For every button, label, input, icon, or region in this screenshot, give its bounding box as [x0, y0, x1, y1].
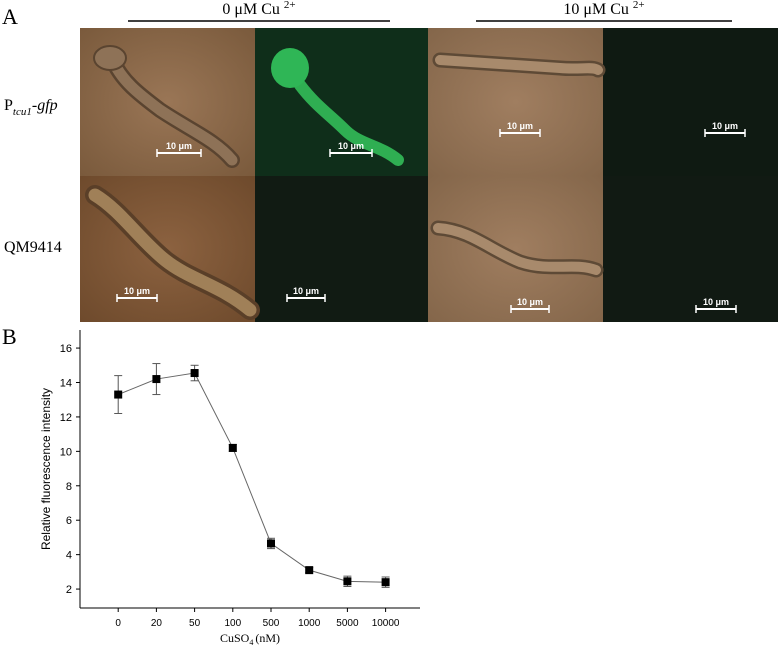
x-tick-label: 0: [115, 618, 121, 629]
condition-sup: 2+: [284, 0, 296, 11]
micrographs: [80, 28, 778, 322]
hyphae: [85, 45, 606, 320]
y-tick-label: 10: [60, 446, 72, 458]
row-sub: tcu1: [13, 106, 32, 118]
condition-label: 0 μM Cu 2+: [222, 0, 295, 18]
marker: [343, 577, 352, 586]
y-tick-label: 8: [66, 481, 72, 493]
y-tick-label: 2: [66, 584, 72, 596]
marker: [152, 375, 161, 384]
marker: [114, 390, 123, 399]
marker: [305, 566, 314, 575]
condition-sup: 2+: [633, 0, 645, 11]
y-tick-label: 16: [60, 343, 72, 355]
y-tick-label: 12: [60, 412, 72, 424]
y-axis-label: Relative fluorescence intensity: [39, 388, 53, 550]
row-base: P: [4, 97, 13, 114]
x-tick-label: 500: [263, 618, 280, 629]
image: [603, 28, 778, 176]
x-tick-label: 20: [151, 618, 163, 629]
row-rest: -gfp: [32, 97, 58, 114]
image: [603, 176, 778, 322]
scale-bar-label: 10 μm: [166, 141, 192, 151]
panel-label: A: [2, 4, 18, 29]
x-tick-label: 100: [224, 618, 241, 629]
scale-bar-label: 10 μm: [124, 286, 150, 296]
y-tick-label: 14: [60, 378, 72, 390]
scale-bar-label: 10 μm: [338, 141, 364, 151]
row-label: QM9414: [4, 239, 62, 256]
condition-label: 10 μM Cu 2+: [563, 0, 644, 18]
x-label-sub: 4: [249, 638, 253, 647]
scale-bar-label: 10 μm: [703, 297, 729, 307]
x-axis-label: CuSO4 (nM): [220, 631, 280, 647]
x-tick-label: 50: [189, 618, 201, 629]
scale-bar-label: 10 μm: [293, 286, 319, 296]
image: [255, 176, 428, 322]
scale-bar-label: 10 μm: [712, 121, 738, 131]
x-tick-label: 1000: [298, 618, 321, 629]
marker: [267, 539, 275, 548]
line: [118, 372, 386, 583]
image: [428, 176, 603, 322]
condition-text: 0 μM Cu: [222, 1, 279, 18]
panel-label: B: [2, 324, 17, 349]
scale-bar-label: 10 μm: [507, 121, 533, 131]
x-tick-label: 5000: [336, 618, 359, 629]
x-tick-label: 10000: [372, 618, 400, 629]
marker: [228, 443, 237, 452]
row-label: Ptcu1-gfp: [4, 97, 58, 118]
condition-text: 10 μM Cu: [563, 1, 628, 18]
marker: [190, 369, 199, 378]
x-label-text: CuSO: [220, 631, 250, 645]
y-tick-label: 4: [66, 550, 72, 562]
marker: [381, 578, 390, 587]
image: [428, 28, 603, 176]
x-label-rest: (nM): [255, 631, 280, 645]
y-tick-label: 6: [66, 515, 72, 527]
scale-bar-label: 10 μm: [517, 297, 543, 307]
